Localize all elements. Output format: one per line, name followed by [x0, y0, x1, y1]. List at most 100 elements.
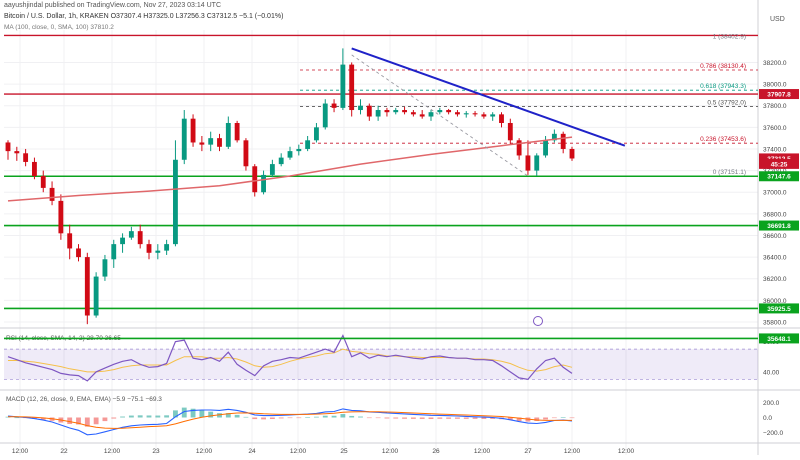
- candle-body: [410, 112, 416, 115]
- macd-histogram-bar: [437, 417, 443, 419]
- candle-body: [67, 233, 73, 249]
- price-tag-label: 37147.6: [767, 174, 791, 181]
- x-tick-label: 12:00: [196, 448, 213, 455]
- candle-body: [499, 114, 504, 124]
- candle-body: [507, 123, 513, 141]
- symbol-info: Bitcoin / U.S. Dollar, 1h, KRAKEN O37307…: [4, 13, 284, 20]
- price-tag: [759, 171, 799, 182]
- candle-body: [120, 237, 125, 245]
- candle-body: [296, 148, 302, 152]
- macd-histogram-bar: [569, 417, 575, 419]
- price-tag-label: 45:25: [771, 161, 788, 168]
- price-tag-label: 35925.5: [767, 306, 791, 313]
- candle-body: [164, 244, 170, 251]
- price-tag-label: 35648.1: [767, 336, 791, 343]
- macd-histogram-bar: [507, 417, 513, 421]
- candle-body: [525, 155, 531, 171]
- candle-body: [252, 166, 258, 193]
- macd-histogram-bar: [146, 415, 152, 418]
- macd-histogram-bar: [402, 417, 407, 419]
- macd-histogram-bar: [287, 417, 293, 419]
- y-tick-label: 35800.0: [763, 320, 787, 327]
- candle-body: [349, 64, 355, 111]
- y-tick-label: 36600.0: [763, 233, 787, 240]
- fib-label: 0.5 (37792.0): [707, 100, 746, 107]
- macd-histogram-bar: [128, 415, 134, 418]
- candle-body: [14, 151, 20, 154]
- candle-body: [428, 112, 434, 117]
- macd-histogram-bar: [305, 417, 311, 418]
- candle-body: [358, 105, 363, 111]
- macd-histogram-bar: [261, 417, 266, 420]
- macd-line: [7, 408, 573, 436]
- macd-histogram-bar: [340, 414, 346, 418]
- candle-body: [137, 231, 143, 245]
- candle-body: [472, 113, 478, 115]
- macd-histogram-bar: [14, 417, 20, 419]
- rsi-band: [4, 349, 758, 380]
- x-tick-label: 12:00: [382, 448, 399, 455]
- rsi-tick: 40.00: [763, 369, 780, 376]
- currency-label: USD: [770, 16, 785, 23]
- macd-tick: 200.0: [763, 400, 780, 407]
- candle-body: [208, 138, 214, 145]
- candle-body: [23, 153, 29, 162]
- macd-histogram-bar: [120, 416, 125, 418]
- macd-histogram-bar: [463, 417, 469, 419]
- y-tick-label: 36200.0: [763, 276, 787, 283]
- candle-body: [181, 118, 187, 160]
- macd-histogram-bar: [296, 417, 302, 419]
- macd-histogram-bar: [208, 411, 214, 418]
- price-tag-label: 37907.8: [767, 91, 791, 98]
- macd-histogram-bar: [190, 408, 196, 418]
- y-tick-label: 37000.0: [763, 190, 787, 197]
- macd-histogram-bar: [366, 417, 372, 419]
- macd-histogram-bar: [111, 417, 117, 419]
- candle-body: [446, 110, 452, 113]
- candle-body: [569, 148, 575, 159]
- macd-histogram-bar: [543, 417, 548, 420]
- candle-body: [551, 133, 557, 141]
- candle-body: [331, 103, 337, 108]
- macd-histogram-bar: [534, 417, 540, 422]
- price-tag: [759, 303, 799, 314]
- y-tick-label: 37600.0: [763, 125, 787, 132]
- candle-body: [5, 142, 11, 152]
- candle-body: [93, 276, 99, 316]
- price-tag: [759, 220, 799, 231]
- candle-body: [384, 110, 390, 113]
- candle-body: [155, 250, 161, 253]
- macd-histogram-bar: [278, 417, 284, 419]
- macd-histogram-bar: [269, 417, 275, 419]
- candle-body: [49, 187, 55, 201]
- macd-tick: −200.0: [763, 430, 783, 437]
- rsi-panel: RSI (14, close, SMA, 14, 2) 28.70 36.658…: [4, 334, 780, 382]
- bearish-trend-line: [351, 47, 626, 147]
- candle-body: [375, 110, 381, 117]
- macd-histogram-bar: [137, 415, 143, 418]
- candle-body: [437, 110, 443, 113]
- time-axis: 12:00 22 12:00 23 12:00 24 12:00 25 12:00 26 12:00…: [12, 448, 635, 455]
- fib-label: 1 (38402.9): [713, 34, 746, 41]
- macd-histogram-bar: [428, 417, 434, 419]
- candle-body: [225, 123, 231, 147]
- candle-body: [84, 257, 90, 316]
- candlestick-series: [5, 48, 575, 325]
- y-tick-label: 37400.0: [763, 146, 787, 153]
- y-tick-label: 36000.0: [763, 298, 787, 305]
- x-tick-label: 12:00: [104, 448, 121, 455]
- candle-body: [146, 244, 152, 253]
- candle-body: [243, 140, 249, 167]
- candle-body: [534, 155, 540, 171]
- macd-panel: MACD (12, 26, close, 9, EMA, EMA) −5.9 −…: [5, 396, 783, 437]
- rsi-line: [7, 334, 573, 382]
- x-tick-label: 22: [60, 448, 68, 455]
- candle-body: [199, 142, 205, 145]
- candle-body: [76, 248, 81, 258]
- macd-signal-line: [8, 411, 572, 429]
- moving-average-line: [7, 136, 573, 202]
- macd-histogram-bar: [234, 414, 240, 418]
- fib-label: 0.786 (38130.4): [700, 63, 746, 70]
